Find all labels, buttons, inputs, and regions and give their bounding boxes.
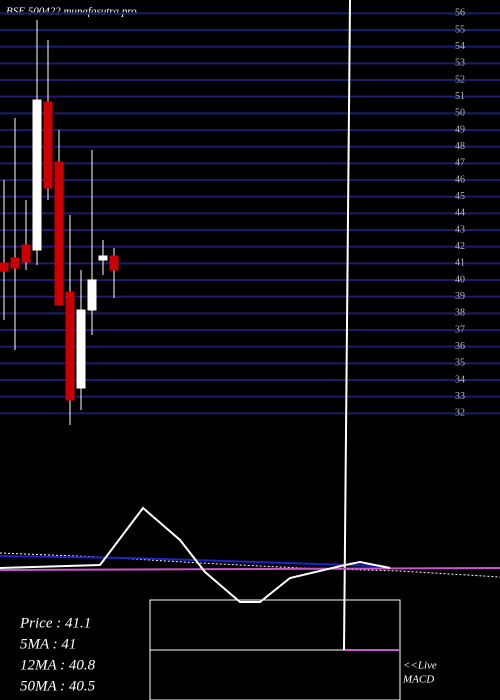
y-tick-label: 48	[455, 141, 465, 152]
y-tick-label: 47	[455, 158, 465, 169]
y-tick-label: 37	[455, 324, 465, 335]
y-tick-label: 52	[455, 74, 465, 85]
y-tick-label: 32	[455, 408, 465, 419]
y-tick-label: 38	[455, 308, 465, 319]
y-tick-label: 46	[455, 174, 465, 185]
y-tick-label: 34	[455, 374, 465, 385]
y-tick-label: 49	[455, 124, 465, 135]
candle-body	[10, 257, 20, 269]
y-tick-label: 50	[455, 108, 465, 119]
candle-body	[0, 262, 9, 272]
candle-body	[98, 255, 108, 261]
info-text: Price : 41.1	[19, 615, 91, 631]
chart-title: BSE 500422 munafasutra.pro	[6, 6, 137, 18]
y-tick-label: 33	[455, 391, 465, 402]
y-tick-label: 55	[455, 24, 465, 35]
y-tick-label: 54	[455, 41, 465, 52]
macd-spike	[343, 0, 351, 651]
y-tick-label: 45	[455, 191, 465, 202]
y-tick-label: 42	[455, 241, 465, 252]
y-tick-label: 53	[455, 58, 465, 69]
candle-body	[54, 161, 64, 306]
info-text: 5MA : 41	[20, 636, 76, 652]
candle-body	[87, 279, 97, 311]
candle-body	[65, 291, 75, 401]
info-text: 12MA : 40.8	[20, 657, 96, 673]
y-tick-label: 43	[455, 224, 465, 235]
y-tick-label: 41	[455, 258, 465, 269]
candle-body	[76, 309, 86, 389]
y-tick-label: 56	[455, 8, 465, 19]
macd-line	[0, 506, 391, 603]
signal-line	[0, 552, 500, 578]
y-tick-label: 44	[455, 208, 465, 219]
y-tick-label: 51	[455, 91, 465, 102]
candle-body	[21, 244, 31, 263]
macd-label: <<Live	[403, 660, 437, 672]
ma-line	[0, 555, 381, 567]
info-text: 50MA : 40.5	[20, 678, 96, 694]
y-tick-label: 40	[455, 274, 465, 285]
y-tick-label: 36	[455, 341, 465, 352]
macd-label: MACD	[402, 674, 434, 686]
candle-body	[32, 99, 42, 251]
candle-body	[109, 255, 119, 271]
zero-line	[0, 567, 500, 571]
y-tick-label: 39	[455, 291, 465, 302]
candle-body	[43, 101, 53, 189]
y-tick-label: 35	[455, 358, 465, 369]
